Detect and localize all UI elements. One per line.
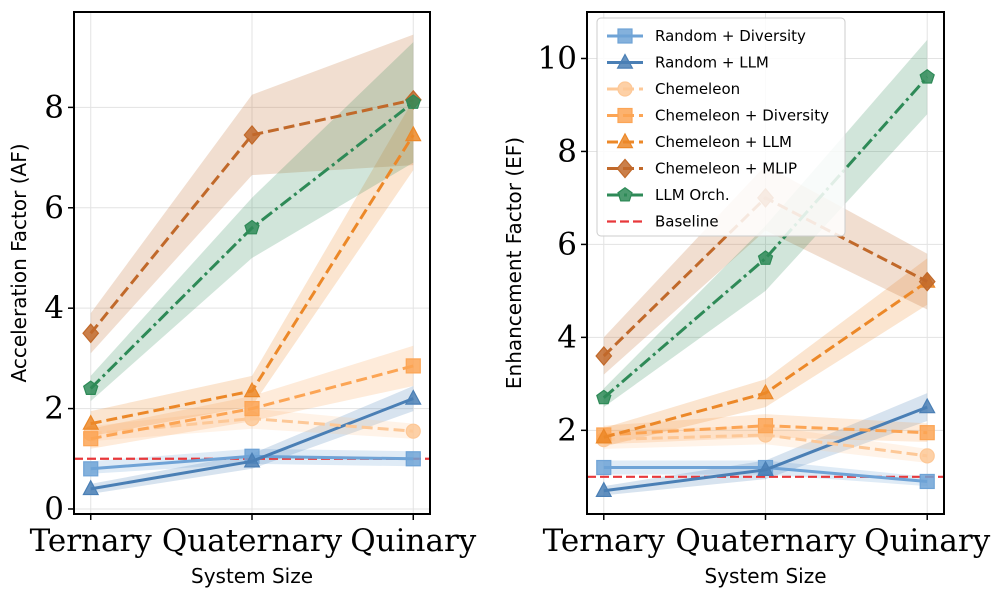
y-axis-title: Enhancement Factor (EF) (502, 137, 526, 389)
legend-label-llm-orch: LLM Orch. (655, 186, 730, 204)
y-tick-label: 0 (44, 491, 64, 527)
data-point-chemeleon-llm (595, 428, 613, 444)
data-point-random-llm (918, 397, 936, 414)
legend-label-random-llm: Random + LLM (655, 54, 769, 72)
x-tick-label-ternary: Ternary (543, 523, 666, 559)
data-point-chemeleon-mlip (918, 271, 936, 292)
legend-item-chemeleon-llm: Chemeleon + LLM (607, 132, 792, 151)
x-tick-label-quaternary: Quaternary (162, 523, 343, 559)
data-point-random-diversity (919, 473, 935, 490)
x-axis-title: System Size (191, 564, 313, 588)
band-chemeleon-mlip (603, 165, 928, 375)
legend-label-chemeleon-mlip: Chemeleon + MLIP (655, 160, 797, 178)
chart-panel-af: 0 2 4 6 8 Ternary Quaternary Quinary System Size… (7, 11, 477, 588)
data-point-llm-orch (919, 68, 935, 84)
data-point-random-diversity (596, 459, 612, 476)
data-point-random-llm (404, 389, 422, 405)
legend-label-baseline: Baseline (655, 213, 719, 231)
series-random-llm (82, 389, 422, 496)
legend-item-chemeleon: Chemeleon (607, 80, 740, 98)
series-llm-orch (596, 68, 935, 405)
data-point-chemeleon-llm (82, 414, 100, 430)
legend-item-random-llm: Random + LLM (607, 53, 769, 72)
data-point-random-llm (243, 451, 261, 468)
legend-marker-chemeleon-llm (616, 132, 634, 149)
data-point-chemeleon-diversity (244, 400, 260, 417)
x-axis-title: System Size (705, 564, 827, 588)
data-point-llm-orch (82, 380, 99, 395)
band-llm-orch (603, 39, 928, 408)
y-tick-label: 2 (557, 412, 577, 448)
legend-marker-llm-orch (617, 186, 633, 202)
legend-box (596, 17, 846, 237)
y-tick-label: 6 (557, 226, 577, 262)
data-point-chemeleon-llm (243, 381, 261, 398)
band-chemeleon-mlip (90, 34, 414, 354)
legend-marker-random-llm (616, 53, 634, 69)
data-point-chemeleon-llm (757, 383, 774, 400)
series-random-llm (595, 397, 936, 497)
x-tick-label-quinary: Quinary (350, 523, 477, 559)
y-tick-label: 10 (538, 40, 577, 76)
legend-item-chemeleon-mlip: Chemeleon + MLIP (607, 158, 797, 179)
series-llm-orch (82, 94, 422, 395)
data-point-chemeleon-diversity (919, 425, 935, 441)
legend-item-random-diversity: Random + Diversity (607, 27, 806, 45)
data-point-chemeleon-llm (404, 125, 422, 142)
data-point-random-llm (595, 481, 613, 497)
data-point-chemeleon (919, 448, 935, 464)
chart-panel-ef: 2 4 6 8 10 Ternary Quaternary Quinary System Siz… (502, 11, 991, 588)
data-point-random-diversity (405, 451, 421, 467)
y-tick-label: 4 (557, 319, 577, 355)
band-chemeleon (603, 425, 928, 463)
series-chemeleon-diversity (83, 358, 421, 447)
legend-marker-chemeleon-diversity (617, 107, 633, 124)
legend-item-chemeleon-diversity: Chemeleon + Diversity (607, 107, 829, 125)
x-tick-label-quinary: Quinary (864, 523, 991, 559)
data-point-random-diversity (83, 461, 99, 477)
data-point-chemeleon-diversity (757, 418, 774, 434)
y-axis-title: Acceleration Factor (AF) (7, 143, 31, 382)
legend-label-chemeleon-llm: Chemeleon + LLM (655, 133, 792, 151)
data-point-chemeleon-diversity (405, 358, 421, 374)
x-tick-label-ternary: Ternary (30, 523, 153, 559)
legend-item-llm-orch: LLM Orch. (607, 186, 730, 204)
data-point-random-llm (82, 479, 100, 496)
legend-label-chemeleon: Chemeleon (655, 80, 740, 98)
y-tick-label: 4 (44, 290, 64, 326)
data-point-llm-orch (757, 250, 774, 265)
legend-item-baseline: Baseline (607, 213, 719, 231)
legend-marker-chemeleon-mlip (616, 158, 634, 179)
data-point-chemeleon-diversity (83, 431, 99, 447)
data-point-llm-orch (596, 389, 612, 405)
y-tick-label: 8 (44, 89, 64, 125)
series-chemeleon-mlip (82, 89, 422, 344)
data-point-llm-orch (405, 94, 422, 109)
legend-marker-chemeleon (617, 81, 633, 97)
y-tick-label: 6 (44, 190, 64, 226)
data-point-chemeleon-mlip (82, 323, 100, 344)
data-point-chemeleon-mlip (595, 345, 613, 367)
data-point-chemeleon (405, 423, 421, 439)
series-line-chemeleon-mlip (89, 98, 414, 335)
data-point-random-llm (757, 460, 774, 476)
series-chemeleon-llm (82, 125, 422, 430)
legend: Random + Diversity Random + LLM Chemeleon C… (596, 17, 846, 237)
legend-label-random-diversity: Random + Diversity (655, 27, 806, 45)
x-tick-label-quaternary: Quaternary (675, 523, 856, 559)
y-tick-label: 2 (44, 391, 64, 427)
data-point-chemeleon-mlip (243, 124, 261, 146)
plot-area (587, 39, 944, 497)
plot-area (74, 34, 430, 496)
y-tick-label: 8 (557, 133, 577, 169)
data-point-llm-orch (244, 219, 260, 235)
legend-label-chemeleon-diversity: Chemeleon + Diversity (655, 107, 829, 125)
legend-marker-random-diversity (617, 28, 633, 44)
